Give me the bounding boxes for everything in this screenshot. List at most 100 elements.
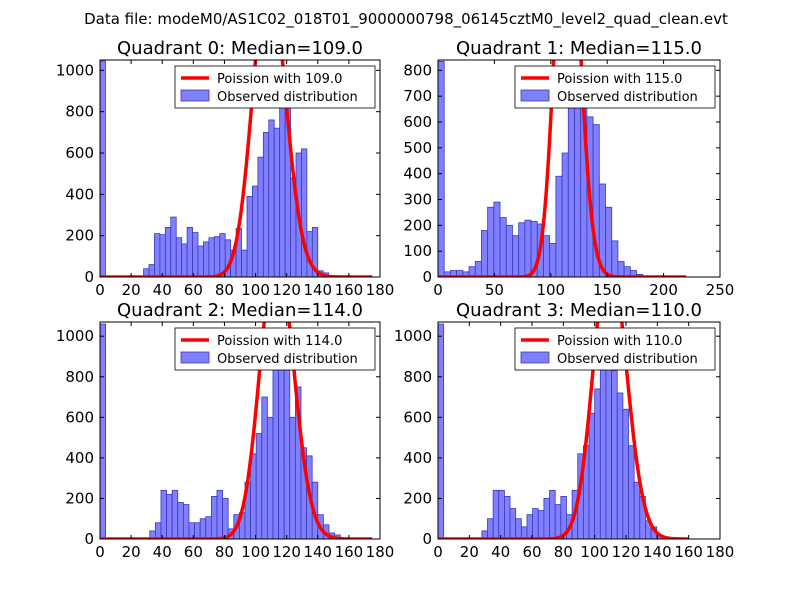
x-tick-label: 40 [153,281,172,299]
legend: Poission with 110.0 Observed distribution [514,327,716,371]
histogram-bar [241,249,248,277]
histogram-bar [561,152,569,277]
histogram-bar [554,504,562,539]
x-tick-label: 20 [460,543,479,561]
y-tick-label: 800 [65,103,94,121]
histogram-bar [261,396,268,539]
axes-frame [437,321,721,540]
y-tick-label: 800 [403,368,432,386]
quadrant-panel-3: 0 20 40 60 80 100 120 140 160 180 0 200 400 600 800 100… [394,300,735,561]
histogram-bar [175,237,183,277]
x-tick-label: 160 [674,543,703,561]
histogram-bar [283,356,291,539]
histogram-bar [532,508,539,539]
histogram-bar [246,195,253,277]
panel-title: Quadrant 0: Median=109.0 [117,38,363,59]
y-tick-label: 1000 [56,61,94,79]
histogram-bar [474,261,482,277]
histogram-bar [289,416,296,539]
x-tick-label: 40 [153,543,172,561]
y-tick-label: 200 [403,216,432,234]
legend-label-observed: Observed distribution [217,90,358,105]
histogram-bar [555,175,563,277]
legend: Poission with 114.0 Observed distribution [174,327,376,371]
panel-title: Quadrant 1: Median=115.0 [456,38,702,59]
histogram-bar [199,518,207,539]
y-tick-label: 1000 [56,327,94,345]
histogram-bar [186,226,193,277]
histogram-bar [278,360,285,539]
x-tick-label: 40 [491,543,510,561]
histogram-bar [159,234,166,277]
poisson-curve [100,60,373,277]
legend-label-poisson: Poission with 109.0 [217,72,342,87]
legend-swatch-observed [520,351,550,364]
y-tick-label: 0 [84,268,94,286]
histogram-bar [438,323,445,539]
histogram-bar [262,131,270,277]
histogram-bar [213,236,221,277]
histogram-bar [166,493,173,539]
x-tick-label: 150 [593,281,622,299]
histogram-bar [498,489,505,539]
histogram-bar [177,502,184,539]
x-tick-label: 0 [433,543,443,561]
histogram-bar [633,481,641,539]
histogram-bar [616,392,624,539]
histogram-bar [252,185,259,277]
histogram-bar [197,245,204,277]
histogram-bar [499,217,507,277]
histogram-bar [518,222,526,277]
x-tick-label: 0 [433,281,443,299]
y-tick-label: 800 [403,61,432,79]
histogram-bar [628,445,635,539]
histogram-bar [100,60,106,277]
legend-label-observed: Observed distribution [557,90,698,105]
y-tick-label: 100 [403,242,432,260]
histogram-bar [160,489,167,539]
histogram-bar [257,156,264,277]
histogram-bar [148,264,155,277]
histogram-bars [100,60,330,277]
x-tick-label: 140 [303,543,332,561]
y-tick-label: 300 [403,191,432,209]
histogram-bar [524,219,532,277]
x-tick-label: 0 [95,543,105,561]
histogram-bar [549,243,557,277]
histogram-bar [504,496,511,539]
y-tick-label: 800 [65,368,94,386]
histogram-bar [537,510,545,539]
legend-label-poisson: Poission with 114.0 [217,334,342,349]
axes-frame [99,59,381,278]
histogram-bar [487,206,495,277]
legend: Poission with 109.0 Observed distribution [174,65,376,109]
x-tick-label: 60 [184,281,203,299]
histogram-bar [154,233,161,277]
axes-frame [99,321,381,540]
x-tick-label: 180 [366,281,395,299]
y-tick-label: 200 [403,489,432,507]
histogram-bar [181,243,188,277]
y-tick-label: 200 [65,227,94,245]
histogram-bar [301,148,308,277]
x-tick-label: 120 [272,281,301,299]
histogram-bar [622,408,629,539]
legend-label-observed: Observed distribution [217,352,358,367]
histogram-bar [192,232,199,277]
histogram-bar [594,388,601,539]
y-tick-label: 400 [65,185,94,203]
histogram-bar [512,235,520,277]
y-tick-label: 600 [65,144,94,162]
histogram-bar [210,496,218,539]
histogram-bar [266,416,274,539]
histogram-bar [216,489,223,539]
y-tick-label: 0 [422,268,432,286]
x-tick-label: 80 [554,543,573,561]
x-tick-label: 0 [95,281,105,299]
y-tick-label: 400 [65,449,94,467]
histogram-bar [617,261,625,277]
x-tick-label: 140 [643,543,672,561]
legend-swatch-observed [180,351,210,364]
histogram-bars [100,323,341,539]
